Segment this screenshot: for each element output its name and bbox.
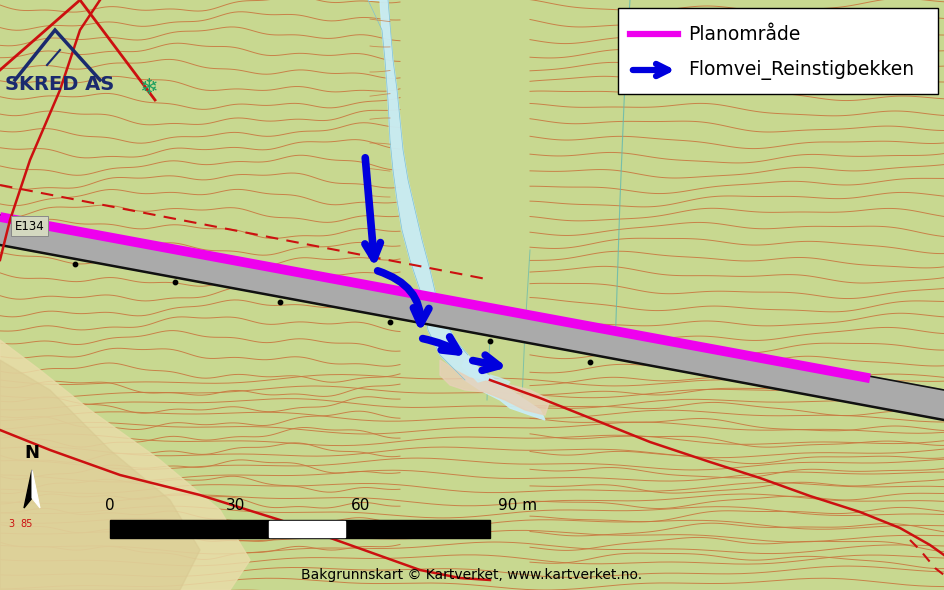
Point [67,259,82,268]
Text: Bakgrunnskart © Kartverket, www.kartverket.no.: Bakgrunnskart © Kartverket, www.kartverk… [301,568,643,582]
Polygon shape [490,375,510,387]
Bar [269,521,345,537]
Bar [110,520,490,538]
Text: SKRED AS: SKRED AS [5,75,114,94]
Polygon shape [24,470,32,508]
Point [482,336,497,346]
Text: 90 m: 90 m [498,498,537,513]
Text: Planområde: Planområde [688,25,801,44]
Bar [618,8,938,94]
Text: 85: 85 [20,519,32,529]
Polygon shape [440,360,550,415]
Text: ❄: ❄ [139,78,158,98]
Point [167,278,182,287]
Polygon shape [32,470,40,508]
Text: E134: E134 [15,220,44,233]
Polygon shape [0,340,250,590]
Point [582,358,598,367]
Text: Flomvei_Reinstigbekken: Flomvei_Reinstigbekken [688,60,914,80]
Point [273,297,288,307]
Text: 60: 60 [351,498,370,513]
Point [382,317,397,327]
Text: 0: 0 [105,498,115,513]
Polygon shape [368,0,545,420]
Text: 30: 30 [226,498,245,513]
Text: 3: 3 [8,519,14,529]
Polygon shape [462,360,485,382]
Polygon shape [0,360,200,590]
Text: N: N [25,444,40,462]
